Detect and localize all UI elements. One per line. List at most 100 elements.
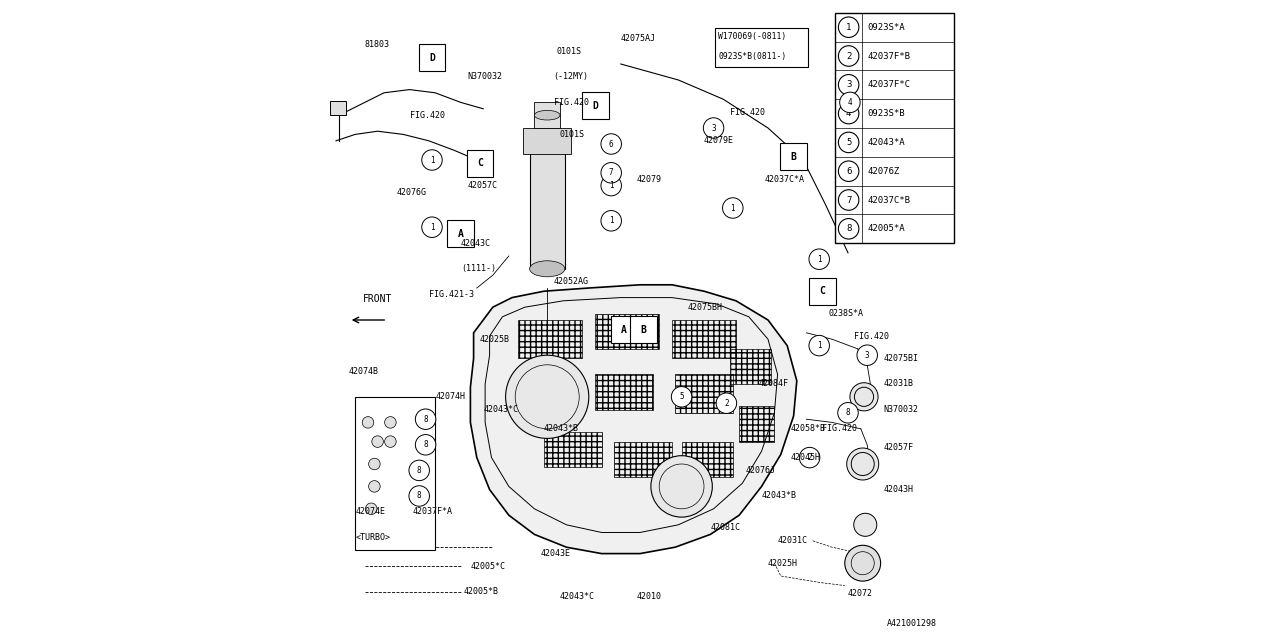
- Bar: [524, 128, 571, 154]
- Text: 42072: 42072: [849, 589, 873, 598]
- Circle shape: [369, 458, 380, 470]
- Circle shape: [602, 175, 622, 196]
- Bar: [544, 432, 602, 467]
- Text: 1: 1: [609, 216, 613, 225]
- Ellipse shape: [530, 133, 564, 149]
- Bar: [676, 374, 733, 413]
- Bar: [595, 314, 659, 349]
- Text: FRONT: FRONT: [364, 294, 392, 304]
- Circle shape: [838, 219, 859, 239]
- Text: 42043*A: 42043*A: [868, 138, 905, 147]
- Text: (-12MY): (-12MY): [554, 72, 589, 81]
- Circle shape: [372, 436, 384, 447]
- Bar: [535, 102, 561, 128]
- Text: 42037F*C: 42037F*C: [868, 80, 910, 90]
- Text: A: A: [458, 228, 463, 239]
- Text: 8: 8: [424, 440, 428, 449]
- Text: 42037F*A: 42037F*A: [412, 508, 453, 516]
- Bar: [530, 141, 564, 269]
- Bar: [595, 374, 653, 410]
- Circle shape: [704, 118, 724, 138]
- Text: 42045H: 42045H: [791, 453, 820, 462]
- Bar: [730, 349, 771, 384]
- Text: 0923S*B: 0923S*B: [868, 109, 905, 118]
- Text: 1: 1: [609, 181, 613, 190]
- Text: 3: 3: [712, 124, 716, 132]
- Text: 0101S: 0101S: [557, 47, 582, 56]
- Text: 6: 6: [609, 140, 613, 148]
- Circle shape: [410, 460, 430, 481]
- Bar: [714, 28, 808, 67]
- Text: 0101S: 0101S: [561, 130, 585, 139]
- Text: 42043*C: 42043*C: [561, 592, 595, 601]
- Circle shape: [838, 104, 859, 124]
- Text: B: B: [640, 324, 646, 335]
- Circle shape: [838, 17, 859, 38]
- Text: 42076G: 42076G: [397, 188, 426, 196]
- Text: 3: 3: [846, 80, 851, 90]
- Text: 1: 1: [731, 204, 735, 212]
- Text: 5: 5: [680, 392, 684, 401]
- Circle shape: [415, 435, 436, 455]
- Text: 8: 8: [417, 466, 421, 475]
- Text: 42037C*B: 42037C*B: [868, 195, 910, 205]
- Bar: [614, 442, 672, 477]
- Text: 42043*B: 42043*B: [762, 492, 796, 500]
- Text: 8: 8: [424, 415, 428, 424]
- Text: 8: 8: [846, 408, 850, 417]
- FancyBboxPatch shape: [809, 278, 836, 305]
- Circle shape: [847, 448, 879, 480]
- Text: 1: 1: [817, 255, 822, 264]
- Circle shape: [809, 335, 829, 356]
- Circle shape: [855, 387, 874, 406]
- Text: 42043*C: 42043*C: [484, 405, 518, 414]
- Circle shape: [851, 452, 874, 476]
- Text: D: D: [593, 100, 598, 111]
- Text: FIG.421-3: FIG.421-3: [429, 290, 474, 299]
- Circle shape: [850, 383, 878, 411]
- Polygon shape: [471, 285, 796, 554]
- Text: 7: 7: [609, 168, 613, 177]
- Circle shape: [838, 46, 859, 67]
- Circle shape: [602, 211, 622, 231]
- Text: C: C: [819, 286, 826, 296]
- FancyBboxPatch shape: [581, 92, 609, 119]
- Text: 8: 8: [846, 224, 851, 234]
- Text: 42075BI: 42075BI: [883, 354, 918, 363]
- FancyBboxPatch shape: [611, 316, 637, 343]
- Text: 42043H: 42043H: [883, 485, 913, 494]
- Text: A421001298: A421001298: [886, 620, 937, 628]
- Text: 2: 2: [808, 453, 812, 462]
- Text: 42031B: 42031B: [883, 380, 913, 388]
- Text: 42025H: 42025H: [768, 559, 797, 568]
- Text: B: B: [791, 152, 796, 162]
- FancyBboxPatch shape: [630, 316, 657, 343]
- Circle shape: [838, 189, 859, 210]
- Text: FIG.420: FIG.420: [823, 424, 858, 433]
- Text: <TURBO>: <TURBO>: [356, 533, 390, 542]
- Text: 42079: 42079: [637, 175, 662, 184]
- Ellipse shape: [530, 261, 564, 277]
- Text: 42075BH: 42075BH: [689, 303, 723, 312]
- Circle shape: [422, 150, 443, 170]
- Text: 42076J: 42076J: [745, 466, 776, 475]
- Bar: [681, 442, 732, 477]
- Text: 42037F*B: 42037F*B: [868, 51, 910, 61]
- Circle shape: [799, 447, 820, 468]
- Text: 1: 1: [430, 156, 434, 164]
- Circle shape: [838, 75, 859, 95]
- Text: 3: 3: [865, 351, 869, 360]
- Circle shape: [384, 436, 397, 447]
- Text: 42075AJ: 42075AJ: [621, 34, 655, 43]
- Text: 0238S*A: 0238S*A: [829, 309, 864, 318]
- Text: (1111-): (1111-): [461, 264, 495, 273]
- Text: 42005*B: 42005*B: [465, 588, 499, 596]
- Bar: [836, 13, 954, 243]
- Text: 42074E: 42074E: [356, 508, 385, 516]
- Text: 42025B: 42025B: [480, 335, 509, 344]
- Text: 42043C: 42043C: [461, 239, 490, 248]
- Circle shape: [362, 417, 374, 428]
- Circle shape: [858, 345, 878, 365]
- Circle shape: [838, 132, 859, 153]
- Text: 1: 1: [846, 22, 851, 32]
